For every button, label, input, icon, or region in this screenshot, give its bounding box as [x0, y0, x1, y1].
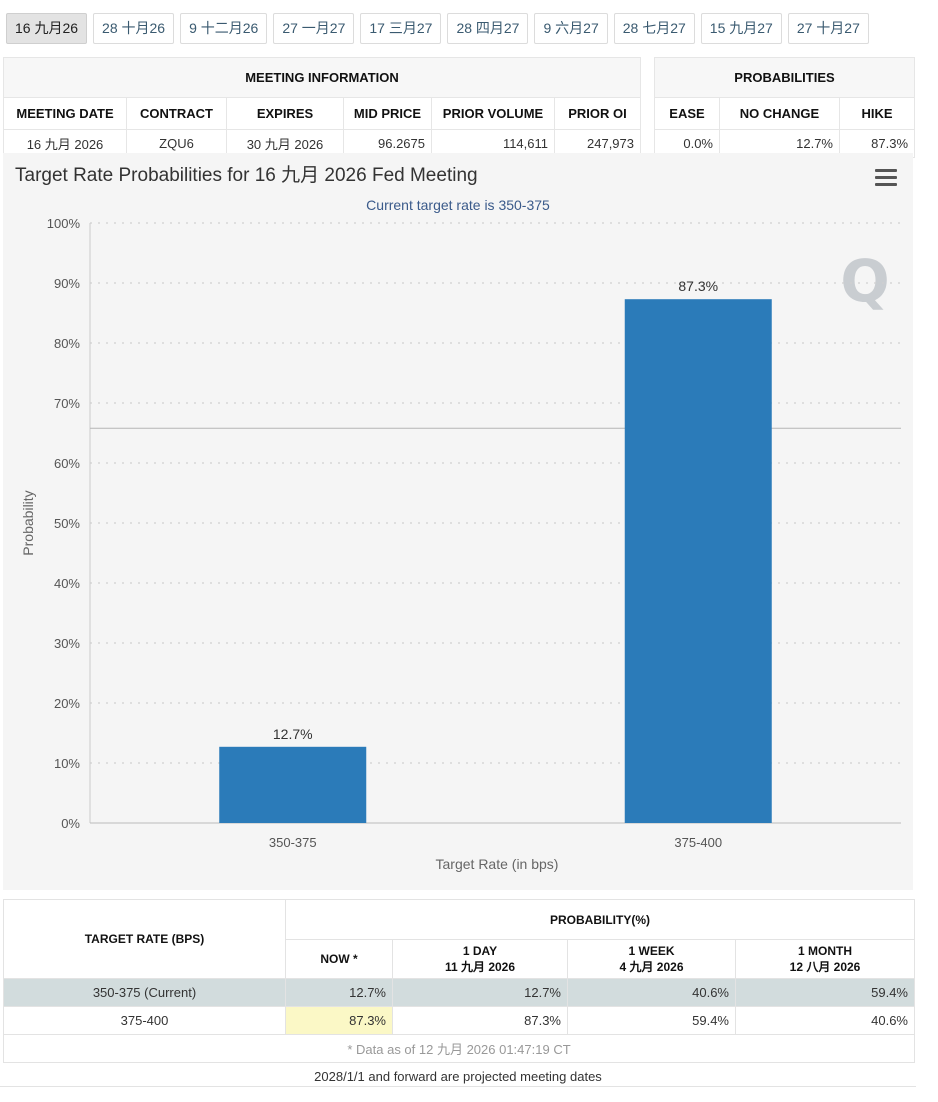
prob-1-month: 59.4% — [735, 978, 915, 1007]
header-ease: EASE — [654, 97, 720, 130]
header-1-week: 1 WEEK 4 九月 2026 — [567, 939, 736, 979]
chart-menu-icon[interactable] — [875, 169, 897, 187]
x-axis-label: Target Rate (in bps) — [436, 856, 559, 872]
bar-375-400[interactable] — [624, 299, 772, 823]
data-label: 87.3% — [678, 278, 718, 294]
probability-history-table: TARGET RATE (BPS) PROBABILITY(%) NOW * 1… — [3, 899, 915, 1063]
bar-350-375[interactable] — [219, 746, 367, 823]
tab-meeting-9[interactable]: 27 十月27 — [787, 13, 869, 44]
y-tick-label: 80% — [54, 336, 80, 351]
header-prior-oi: PRIOR OI — [554, 97, 641, 130]
footer-divider — [0, 1086, 916, 1087]
chart-title: Target Rate Probabilities for 16 九月 2026… — [15, 164, 478, 186]
y-tick-label: 30% — [54, 636, 80, 651]
y-tick-label: 20% — [54, 696, 80, 711]
prob-1-week: 40.6% — [567, 978, 736, 1007]
tab-meeting-3[interactable]: 27 一月27 — [273, 13, 355, 44]
header-probability-group: PROBABILITY(%) — [285, 899, 915, 940]
prob-now: 12.7% — [285, 978, 393, 1007]
y-axis-label: Probability — [20, 490, 36, 555]
header-1-month: 1 MONTH 12 八月 2026 — [735, 939, 915, 979]
tab-meeting-7[interactable]: 28 七月27 — [613, 13, 695, 44]
chart-svg: Target Rate Probabilities for 16 九月 2026… — [15, 164, 901, 872]
y-tick-label: 50% — [54, 516, 80, 531]
meeting-tabs: 16 九月26 28 十月26 9 十二月26 27 一月27 17 三月27 … — [6, 13, 869, 44]
meeting-info-title: MEETING INFORMATION — [3, 57, 641, 98]
header-no-change: NO CHANGE — [719, 97, 840, 130]
chart-grid — [90, 222, 901, 764]
header-mid-price: MID PRICE — [343, 97, 432, 130]
meeting-info-table: MEETING INFORMATION MEETING DATE CONTRAC… — [3, 57, 641, 158]
footer-note: 2028/1/1 and forward are projected meeti… — [314, 1069, 602, 1084]
data-label: 12.7% — [273, 726, 313, 742]
tab-meeting-4[interactable]: 17 三月27 — [360, 13, 442, 44]
probabilities-title: PROBABILITIES — [653, 57, 916, 98]
header-expires: EXPIRES — [226, 97, 344, 130]
y-tick-label: 60% — [54, 456, 80, 471]
prob-1-month: 40.6% — [735, 1006, 915, 1035]
header-hike: HIKE — [838, 97, 916, 130]
chart-axes: 0% 10% 20% 30% 40% 50% 60% 70% 80% 90% 100% 350-375… — [47, 216, 901, 850]
prob-1-day: 87.3% — [392, 1006, 568, 1035]
y-tick-label: 70% — [54, 396, 80, 411]
header-contract: CONTRACT — [126, 97, 227, 130]
header-prior-volume: PRIOR VOLUME — [431, 97, 555, 130]
x-tick-label: 375-400 — [674, 835, 722, 850]
rate-label: 350-375 (Current) — [3, 978, 286, 1007]
header-now: NOW * — [285, 939, 393, 979]
probabilities-table: PROBABILITIES EASE NO CHANGE HIKE 0.0% 1… — [653, 57, 916, 158]
tab-meeting-1[interactable]: 28 十月26 — [93, 13, 175, 44]
y-tick-label: 90% — [54, 276, 80, 291]
y-tick-label: 100% — [47, 216, 81, 231]
tab-meeting-6[interactable]: 9 六月27 — [534, 13, 608, 44]
watermark-logo: Q — [840, 247, 889, 315]
prob-1-week: 59.4% — [567, 1006, 736, 1035]
table-row: 375-400 87.3% 87.3% 59.4% 40.6% — [3, 1006, 915, 1035]
tab-meeting-2[interactable]: 9 十二月26 — [180, 13, 268, 44]
x-tick-label: 350-375 — [269, 835, 317, 850]
probability-chart: Target Rate Probabilities for 16 九月 2026… — [3, 153, 913, 890]
prob-now: 87.3% — [285, 1006, 393, 1035]
y-tick-label: 10% — [54, 756, 80, 771]
tab-meeting-0[interactable]: 16 九月26 — [6, 13, 88, 44]
data-timestamp-note: * Data as of 12 九月 2026 01:47:19 CT — [3, 1034, 915, 1063]
tab-meeting-8[interactable]: 15 九月27 — [700, 13, 782, 44]
rate-label: 375-400 — [3, 1006, 286, 1035]
header-meeting-date: MEETING DATE — [3, 97, 127, 130]
chart-bars: 12.7% 87.3% — [219, 278, 772, 823]
header-target-rate: TARGET RATE (BPS) — [3, 899, 286, 979]
y-tick-label: 40% — [54, 576, 80, 591]
header-1-day: 1 DAY 11 九月 2026 — [392, 939, 568, 979]
y-tick-label: 0% — [61, 816, 80, 831]
table-row: 350-375 (Current) 12.7% 12.7% 40.6% 59.4… — [3, 978, 915, 1007]
prob-1-day: 12.7% — [392, 978, 568, 1007]
chart-subtitle: Current target rate is 350-375 — [366, 197, 550, 213]
tab-meeting-5[interactable]: 28 四月27 — [447, 13, 529, 44]
